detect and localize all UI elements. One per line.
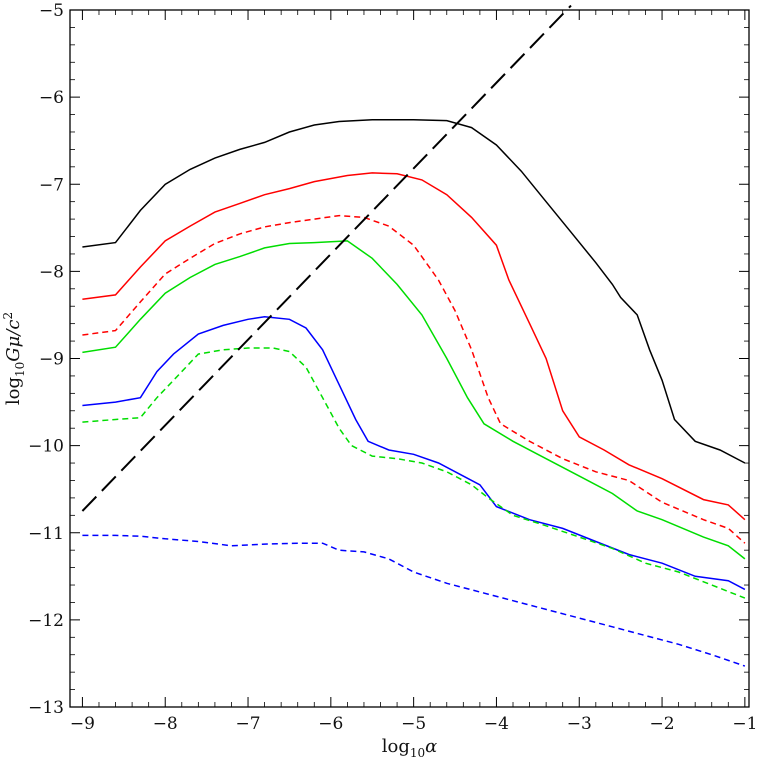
y-tick-label: −6 <box>39 88 64 108</box>
x-tick-label: −6 <box>318 714 343 734</box>
x-axis-label: log10α <box>382 736 438 760</box>
series-line-5 <box>82 315 746 591</box>
y-tick-label: −11 <box>28 524 64 544</box>
y-tick-label: −5 <box>39 1 64 21</box>
x-tick-label: −5 <box>401 714 426 734</box>
tick-labels: −9 −8 −7 −6 −5 −4 −3 −2 −1 −5 −6 −7 −8 −9 −10 −11 −12 −13 <box>28 1 757 734</box>
y-tick-label: −10 <box>28 437 64 457</box>
x-tick-label: −1 <box>732 714 757 734</box>
y-tick-label: −13 <box>28 698 64 718</box>
x-tick-label: −2 <box>650 714 675 734</box>
x-tick-label: −8 <box>153 714 178 734</box>
series-line-1 <box>82 119 746 464</box>
series-line-3 <box>82 214 746 544</box>
y-tick-label: −9 <box>39 350 64 370</box>
plot-frame <box>69 9 750 708</box>
series-layer <box>81 4 746 667</box>
y-axis-label: log10Gμ/c2 <box>1 312 27 405</box>
x-tick-label: −9 <box>70 714 95 734</box>
y-tick-label: −7 <box>39 175 64 195</box>
ticks-layer <box>70 9 749 708</box>
series-line-6 <box>82 347 746 599</box>
y-tick-label: −8 <box>39 262 64 282</box>
series-line-8 <box>81 4 572 512</box>
series-line-7 <box>82 534 746 667</box>
x-tick-label: −3 <box>567 714 592 734</box>
series-line-4 <box>82 240 746 560</box>
series-line-2 <box>82 172 746 521</box>
y-tick-label: −12 <box>28 611 64 631</box>
x-tick-label: −4 <box>484 714 509 734</box>
x-tick-label: −7 <box>235 714 260 734</box>
